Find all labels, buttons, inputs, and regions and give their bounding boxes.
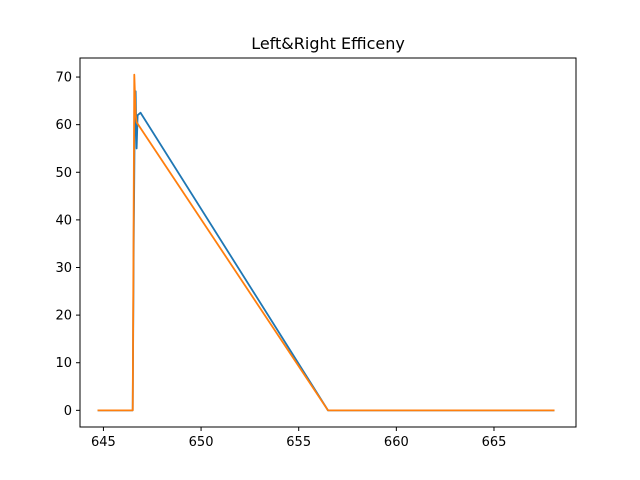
x-tick-label: 655 [286,435,311,450]
x-tick-label: 645 [91,435,116,450]
y-tick-label: 50 [55,166,72,181]
series-layer [97,73,555,412]
y-tick-label: 70 [55,71,72,86]
x-tick-label: 650 [189,435,214,450]
series-line-2 [97,73,555,412]
x-tick-label: 665 [482,435,507,450]
plot-area-frame [79,57,577,428]
y-axis: 0 10 20 30 40 50 60 70 [55,71,80,419]
y-tick-label: 0 [64,404,72,419]
y-tick-label: 20 [55,309,72,324]
y-tick-label: 10 [55,356,72,371]
y-tick-label: 40 [55,213,72,228]
series-line-1 [97,90,555,412]
y-tick-label: 30 [55,261,72,276]
y-tick-label: 60 [55,118,72,133]
chart-title: Left&Right Efficeny [251,34,405,53]
x-tick-label: 660 [384,435,409,450]
x-axis: 645 650 655 660 665 [91,427,506,450]
